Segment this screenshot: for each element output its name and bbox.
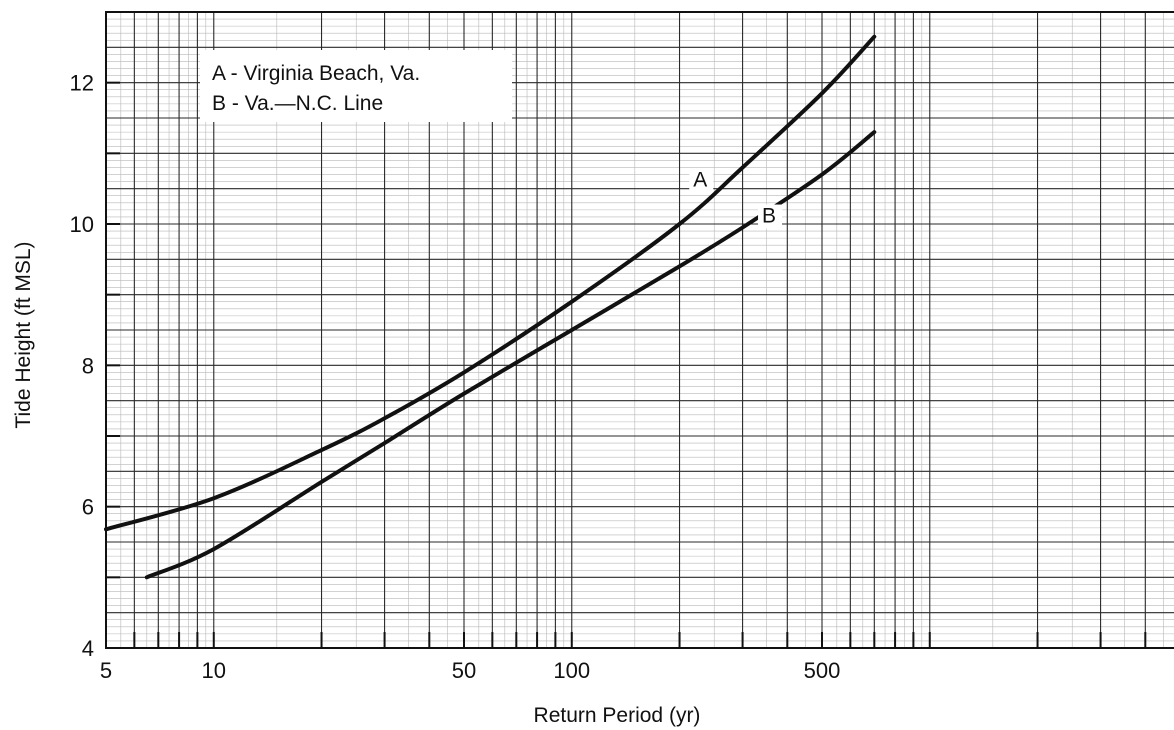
legend: A - Virginia Beach, Va. B - Va.—N.C. Lin… xyxy=(200,50,512,122)
y-axis-title: Tide Height (ft MSL) xyxy=(12,241,35,428)
y-tick-label: 10 xyxy=(70,212,94,237)
legend-entry-a: A - Virginia Beach, Va. xyxy=(212,62,420,85)
y-tick-label: 6 xyxy=(82,495,94,520)
x-tick-label: 500 xyxy=(804,658,841,683)
legend-background xyxy=(200,50,512,122)
y-tick-label: 4 xyxy=(82,636,94,661)
x-tick-label: 50 xyxy=(452,658,476,683)
x-tick-label: 100 xyxy=(553,658,590,683)
legend-entry-b: B - Va.—N.C. Line xyxy=(212,92,383,115)
curve-b xyxy=(144,130,877,580)
x-tick-label: 5 xyxy=(100,658,112,683)
y-tick-label: 12 xyxy=(70,71,94,96)
curve-labels: AB xyxy=(689,168,783,229)
x-axis-title: Return Period (yr) xyxy=(534,704,701,727)
y-tick-label: 8 xyxy=(82,353,94,378)
x-tick-label: 10 xyxy=(202,658,226,683)
curve-label-b: B xyxy=(762,205,776,228)
curve-label-a: A xyxy=(693,169,707,192)
x-axis-ticks: 5 10 50 100 500 xyxy=(100,632,1147,683)
y-axis-ticks: 4 6 8 10 12 xyxy=(70,11,120,661)
curve-label-background xyxy=(758,204,783,229)
plot-frame xyxy=(105,11,1174,649)
curve-label-background xyxy=(689,168,714,193)
curve-a xyxy=(104,34,877,532)
